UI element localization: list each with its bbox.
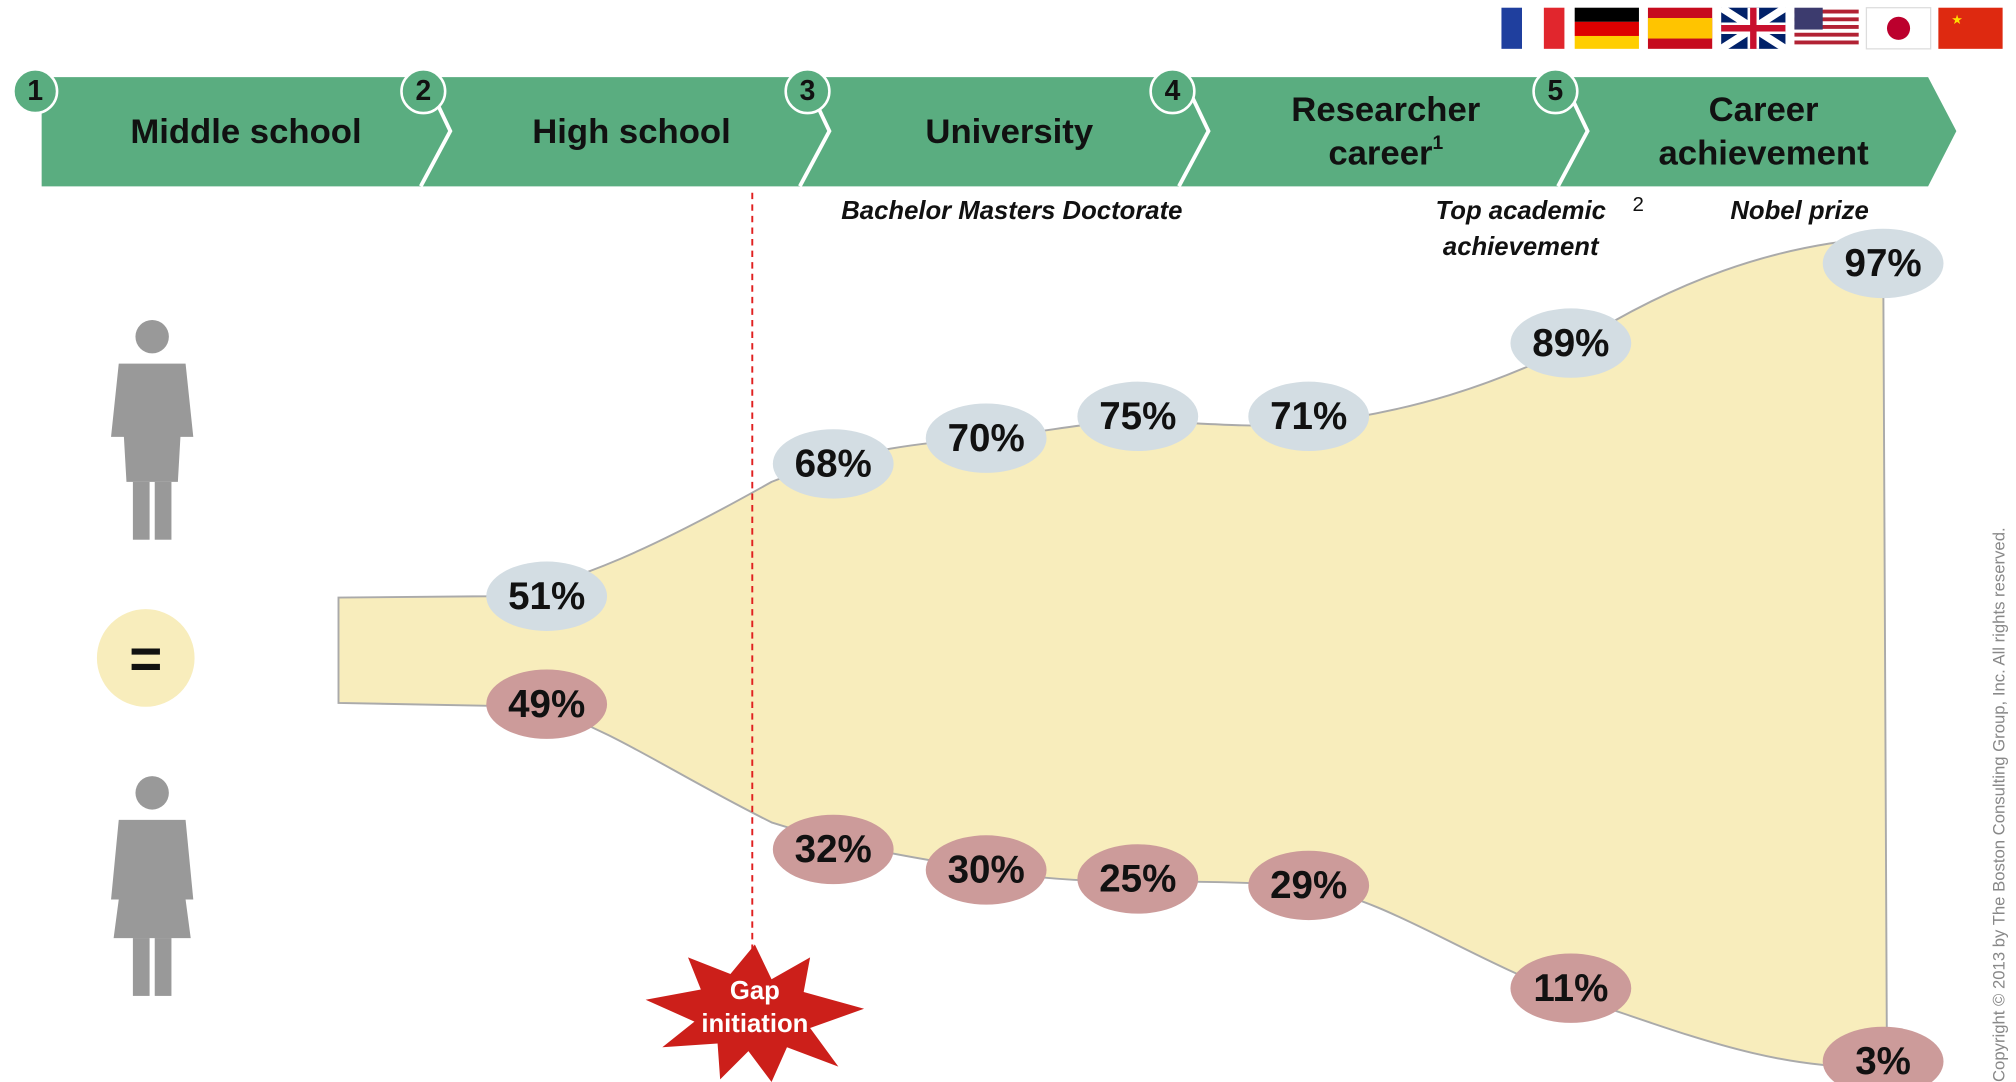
stage-label: High school xyxy=(532,113,731,151)
men-bubble xyxy=(486,561,608,631)
equal-badge xyxy=(96,609,195,707)
stage-label: University xyxy=(925,113,1093,151)
stage-number-badge xyxy=(400,68,447,115)
sublabel: Bachelor Masters Doctorate xyxy=(841,197,1182,225)
men-percentage: 71% xyxy=(1270,395,1347,438)
men-percentage: 97% xyxy=(1845,242,1922,285)
women-bubble xyxy=(1822,1026,1944,1082)
equal-sign: = xyxy=(129,627,162,690)
women-percentage: 32% xyxy=(795,828,872,871)
stage-banner xyxy=(41,77,1957,187)
copyright: Copyright © 2013 by The Boston Consultin… xyxy=(1989,527,2008,1082)
stages: 1 Middle school 2 High school 3 University 4 Re… xyxy=(12,68,1870,173)
stage-label: achievement xyxy=(1659,135,1870,173)
men-bubble xyxy=(1822,228,1944,299)
woman-icon xyxy=(111,776,194,996)
men-percentage: 75% xyxy=(1099,395,1176,438)
men-bubble xyxy=(1248,381,1370,452)
sublabel: achievement xyxy=(1443,233,1600,261)
women-bubble xyxy=(486,669,608,739)
stage-number: 1 xyxy=(27,74,43,106)
stage-number: 4 xyxy=(1165,74,1181,106)
women-percentage: 49% xyxy=(508,683,585,726)
man-icon xyxy=(111,319,194,540)
women-bubble xyxy=(1248,850,1370,921)
women-bubble xyxy=(1510,953,1632,1023)
stage-number-badge xyxy=(12,68,59,115)
stage-label: career1 xyxy=(1328,133,1443,173)
chevron-separators xyxy=(419,76,1590,188)
gap-star xyxy=(645,944,865,1082)
footnote-mark: 2 xyxy=(1633,193,1644,216)
men-bubble xyxy=(925,403,1047,473)
men-percentage: 89% xyxy=(1532,322,1609,365)
stage-label: Career xyxy=(1709,91,1819,129)
men-bubble xyxy=(772,429,894,499)
women-percentage: 25% xyxy=(1099,858,1176,901)
stage-number-badge xyxy=(1532,68,1579,115)
stage-number: 3 xyxy=(800,74,816,106)
stage-number: 2 xyxy=(415,74,431,106)
men-percentage: 68% xyxy=(795,443,872,486)
stage-label: Middle school xyxy=(130,113,361,151)
sublabel: Top academic xyxy=(1436,197,1606,225)
stage-number-badge xyxy=(784,68,831,115)
stage-number: 5 xyxy=(1548,74,1564,106)
women-percentage: 30% xyxy=(948,849,1025,892)
stage-label: Researcher xyxy=(1291,91,1480,129)
women-bubble xyxy=(925,835,1047,905)
women-percentage: 3% xyxy=(1855,1040,1911,1082)
men-bubble xyxy=(1077,381,1199,452)
svg-text:★: ★ xyxy=(1951,12,1963,27)
footnote-mark: 1 xyxy=(1433,133,1444,154)
men-percentage: 51% xyxy=(508,575,585,618)
gap-label: Gap xyxy=(730,977,780,1005)
women-percentage: 11% xyxy=(1533,967,1608,1010)
funnel xyxy=(337,236,1888,1069)
flags: ★ xyxy=(1501,4,2003,53)
stage-number-badge xyxy=(1149,68,1196,115)
percentages: 51% 68% 70% 75% 71% 89% 97% 49% 32% 30% 25% 29% 11% 3… xyxy=(486,228,1944,1082)
men-percentage: 70% xyxy=(948,417,1025,460)
sublabel: Nobel prize xyxy=(1730,197,1868,225)
men-bubble xyxy=(1510,308,1632,378)
women-bubble xyxy=(1077,844,1199,914)
women-percentage: 29% xyxy=(1270,864,1347,907)
women-bubble xyxy=(772,814,894,885)
gap-label: initiation xyxy=(701,1010,808,1038)
